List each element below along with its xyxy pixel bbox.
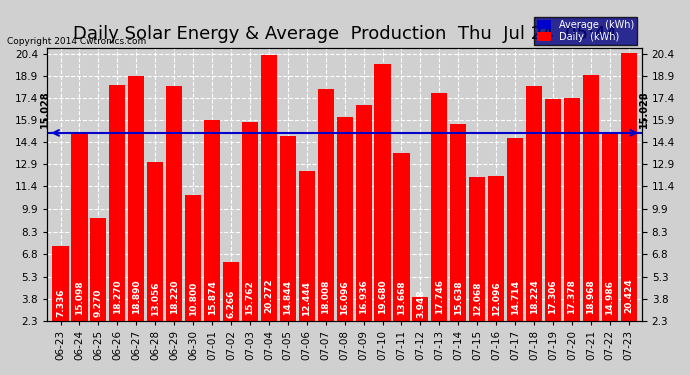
Legend: Average  (kWh), Daily  (kWh): Average (kWh), Daily (kWh): [534, 17, 637, 45]
Bar: [90, 218, 106, 355]
Text: 10.800: 10.800: [188, 282, 197, 316]
Bar: [451, 124, 466, 355]
Bar: [185, 195, 201, 355]
Bar: [583, 75, 599, 355]
Text: 15.762: 15.762: [246, 280, 255, 315]
Bar: [261, 56, 277, 355]
Title: Daily Solar Energy & Average  Production  Thu  Jul 24  05:44: Daily Solar Energy & Average Production …: [72, 26, 617, 44]
Text: 15.028: 15.028: [639, 91, 649, 129]
Text: 18.008: 18.008: [322, 280, 331, 314]
Bar: [337, 117, 353, 355]
Text: 18.270: 18.270: [113, 279, 122, 314]
Bar: [204, 120, 220, 355]
Bar: [299, 171, 315, 355]
Bar: [375, 64, 391, 355]
Bar: [72, 132, 88, 355]
Bar: [564, 98, 580, 355]
Bar: [279, 136, 296, 355]
Text: 18.968: 18.968: [586, 279, 595, 314]
Text: 15.874: 15.874: [208, 280, 217, 315]
Bar: [317, 89, 334, 355]
Text: 18.890: 18.890: [132, 279, 141, 314]
Bar: [52, 246, 68, 355]
Bar: [488, 176, 504, 355]
Text: 7.336: 7.336: [56, 289, 65, 317]
Text: 14.844: 14.844: [284, 280, 293, 315]
Bar: [355, 105, 372, 355]
Bar: [431, 93, 447, 355]
Text: 16.936: 16.936: [359, 280, 368, 314]
Text: Copyright 2014 Cwtronics.com: Copyright 2014 Cwtronics.com: [7, 38, 146, 46]
Text: 20.272: 20.272: [264, 279, 273, 314]
Bar: [469, 177, 485, 355]
Bar: [526, 86, 542, 355]
Text: 15.028: 15.028: [41, 91, 50, 129]
Text: 12.068: 12.068: [473, 281, 482, 316]
Bar: [602, 134, 618, 355]
Text: 12.096: 12.096: [492, 281, 501, 316]
Text: 18.224: 18.224: [529, 279, 539, 314]
Text: 18.220: 18.220: [170, 279, 179, 314]
Text: 16.096: 16.096: [340, 280, 349, 315]
Bar: [223, 262, 239, 355]
Bar: [166, 86, 182, 355]
Bar: [393, 153, 410, 355]
Text: 20.424: 20.424: [624, 279, 633, 314]
Bar: [128, 76, 144, 355]
Bar: [545, 99, 561, 355]
Bar: [507, 138, 523, 355]
Bar: [413, 297, 428, 355]
Bar: [147, 162, 164, 355]
Text: 19.680: 19.680: [378, 279, 387, 314]
Text: 9.270: 9.270: [94, 288, 103, 316]
Text: 6.266: 6.266: [226, 289, 235, 318]
Bar: [109, 85, 126, 355]
Bar: [621, 53, 637, 355]
Text: 12.444: 12.444: [302, 281, 311, 316]
Text: 14.714: 14.714: [511, 280, 520, 315]
Text: 17.378: 17.378: [567, 279, 576, 314]
Text: 3.948: 3.948: [416, 290, 425, 318]
Text: 13.668: 13.668: [397, 281, 406, 315]
Bar: [242, 122, 258, 355]
Text: 17.746: 17.746: [435, 279, 444, 314]
Text: 15.638: 15.638: [454, 280, 463, 315]
Text: 13.056: 13.056: [150, 281, 160, 315]
Text: 14.986: 14.986: [605, 280, 614, 315]
Text: 15.098: 15.098: [75, 280, 84, 315]
Text: 17.306: 17.306: [549, 280, 558, 314]
